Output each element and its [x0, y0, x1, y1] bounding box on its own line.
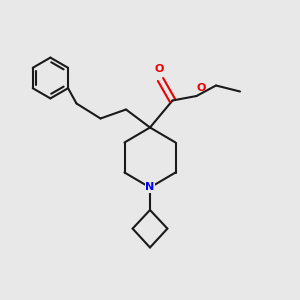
- Text: N: N: [146, 182, 154, 193]
- Text: O: O: [196, 83, 206, 93]
- Text: O: O: [154, 64, 164, 74]
